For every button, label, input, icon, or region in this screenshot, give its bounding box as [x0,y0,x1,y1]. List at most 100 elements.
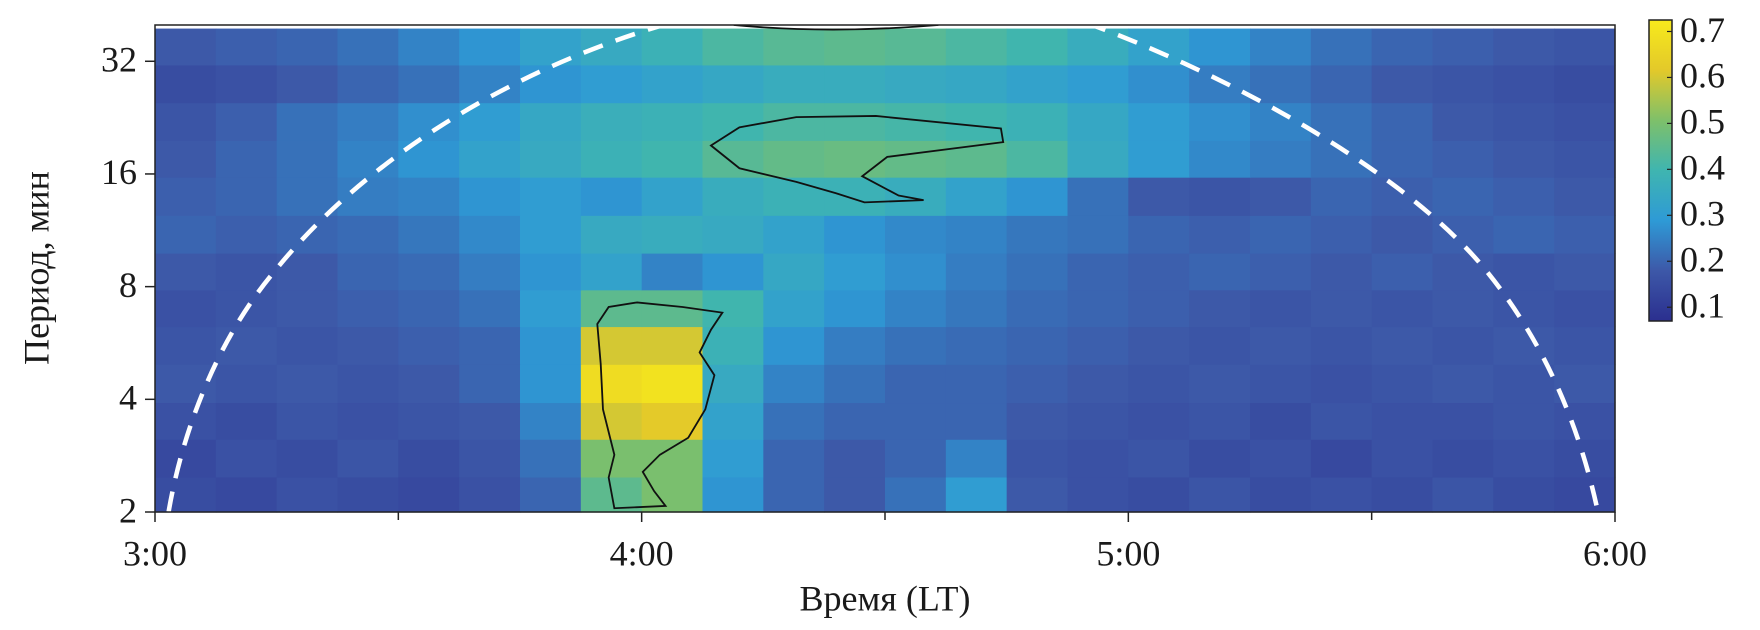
heatmap-cell [276,439,339,478]
heatmap-cell [398,289,460,328]
heatmap-cell [1310,439,1373,478]
heatmap-cell [1189,140,1251,178]
heatmap-cell [398,326,460,365]
heatmap-cell [1189,364,1251,404]
heatmap-cell [1067,64,1129,104]
heatmap-cell [1493,102,1555,141]
heatmap-cell [215,215,278,254]
heatmap-cell [276,289,339,328]
heatmap-cell [155,28,217,66]
heatmap-cell [1310,364,1373,404]
heatmap-cell [1067,177,1129,216]
heatmap-cell [1371,439,1434,478]
colorbar [1648,19,1673,322]
heatmap-cell [459,364,521,404]
x-tick-label: 6:00 [1583,533,1647,573]
heatmap-cell [945,253,1008,291]
heatmap-cell [459,215,521,254]
heatmap-cell [1128,28,1190,66]
heatmap-cell [1006,253,1069,291]
heatmap-cell [1128,102,1190,141]
heatmap-cell [398,253,460,291]
heatmap-cell [337,253,399,291]
heatmap-cell [155,177,217,216]
heatmap-cell [155,140,217,178]
heatmap-cell [459,476,521,513]
heatmap-cell [885,28,947,66]
heatmap-cell [276,28,339,66]
heatmap-cell [1067,140,1129,178]
heatmap-cell [945,177,1008,216]
colorbar-tick-label: 0.5 [1680,102,1725,142]
heatmap-cell [459,177,521,216]
heatmap-cell [1006,177,1069,216]
heatmap-cell [1189,253,1251,291]
heatmap-cell [1554,177,1616,216]
heatmap-cell [702,439,764,478]
heatmap-cell [459,289,521,328]
heatmap-cell [641,28,704,66]
heatmap-cell [1432,289,1494,328]
heatmap-cell [1371,253,1434,291]
heatmap-cell [1310,402,1373,440]
colorbar-tick-label: 0.7 [1680,10,1725,50]
heatmap-cell [1371,140,1434,178]
heatmap-cell [1250,215,1312,254]
heatmap-cell [398,439,460,478]
heatmap-cell [763,402,825,440]
heatmap-cell [459,402,521,440]
heatmap-cell [885,140,947,178]
heatmap-cell [276,102,339,141]
heatmap-cell [1310,253,1373,291]
heatmap-cell [1432,253,1494,291]
heatmap-cell [1189,64,1251,104]
heatmap-cell [1250,289,1312,328]
heatmap-cell [702,102,764,141]
heatmap-cell [1432,402,1494,440]
heatmap-cell [155,253,217,291]
heatmap-cell [398,64,460,104]
heatmap-cell [1432,476,1494,513]
heatmap-cell [945,289,1008,328]
heatmap-cell [824,102,886,141]
heatmap-cell [337,439,399,478]
heatmap-cell [1128,476,1190,513]
heatmap-cell [276,326,339,365]
heatmap-cell [763,289,825,328]
heatmap-cell [1432,64,1494,104]
heatmap-cell [398,28,460,66]
heatmap-cell [1067,476,1129,513]
heatmap-cell [1310,215,1373,254]
heatmap-cell [1432,140,1494,178]
heatmap-cell [580,140,643,178]
heatmap-cell [702,177,764,216]
heatmap-cell [1067,364,1129,404]
heatmap-cell [520,28,582,66]
heatmap-cell [763,364,825,404]
heatmap-cell [215,364,278,404]
heatmap-cell [215,64,278,104]
heatmap-cell [1493,253,1555,291]
heatmap-cell [1310,140,1373,178]
heatmap-cell [824,364,886,404]
heatmap-cell [1006,326,1069,365]
heatmap-cell [1371,364,1434,404]
heatmap-cell [1310,102,1373,141]
heatmap-cell [885,476,947,513]
heatmap-cell [1189,177,1251,216]
heatmap-cell [641,253,704,291]
heatmap-cell [824,215,886,254]
y-tick-label: 4 [119,378,137,418]
heatmap-cell [1554,364,1616,404]
heatmap-cell [1067,326,1129,365]
heatmap-cell [1554,326,1616,365]
heatmap-cell [155,476,217,513]
heatmap-cell [945,28,1008,66]
heatmap-cell [824,253,886,291]
heatmap-cell [824,402,886,440]
heatmap-cell [1493,402,1555,440]
heatmap-cell [215,140,278,178]
heatmap-cell [1067,402,1129,440]
heatmap-cell [1189,215,1251,254]
